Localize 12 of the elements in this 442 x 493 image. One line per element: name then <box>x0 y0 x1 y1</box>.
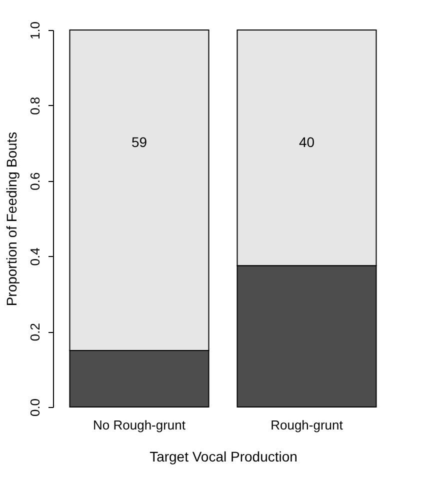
x-tick-label: Rough-grunt <box>270 418 344 432</box>
annotation: 59 <box>131 134 148 150</box>
x-tick-label: No Rough-grunt <box>93 418 186 432</box>
annotation: 40 <box>298 134 315 150</box>
y-tick-label: 0.2 <box>28 323 42 342</box>
y-tick-label: 0.8 <box>28 96 42 115</box>
y-axis-title: Proportion of Feeding Bouts <box>4 132 20 306</box>
y-tick-label: 0.6 <box>28 172 42 190</box>
y-tick-label: 1.0 <box>28 21 42 40</box>
y-tick-label: 0.0 <box>28 398 42 417</box>
y-tick-label: 0.4 <box>28 248 42 266</box>
x-axis-title: Target Vocal Production <box>150 448 298 464</box>
